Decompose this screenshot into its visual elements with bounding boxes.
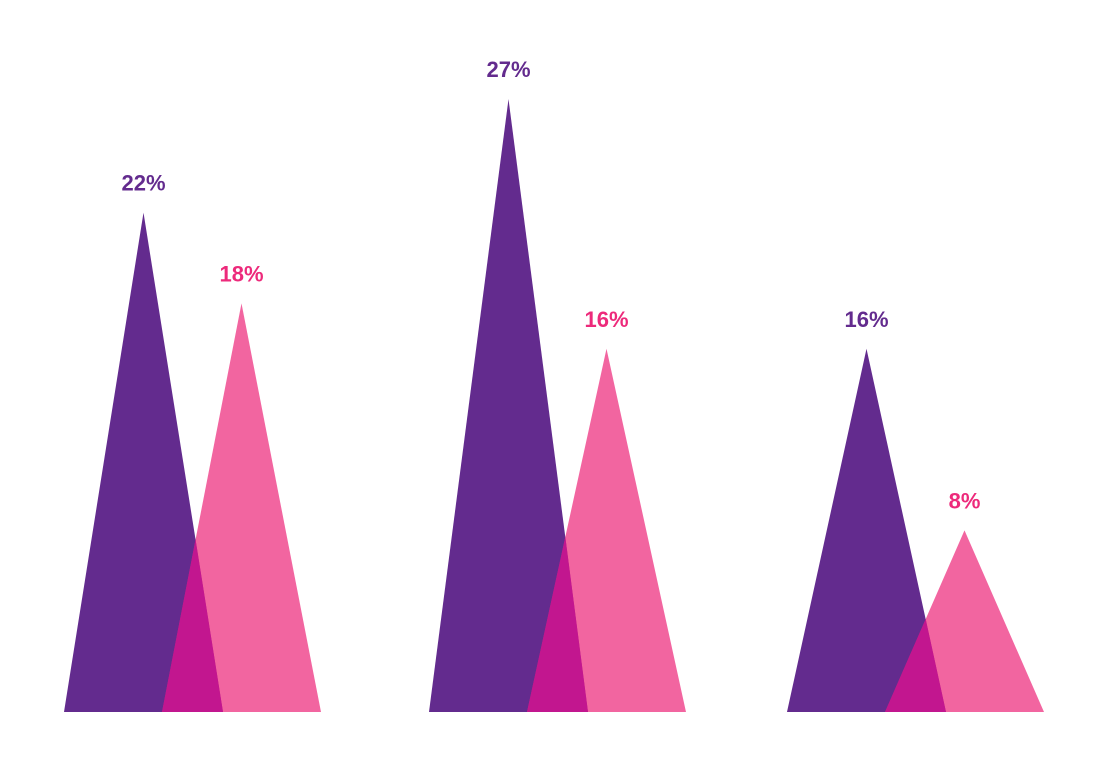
value-label-series2-group3: 8% [949, 488, 981, 513]
value-label-series1-group3: 16% [844, 307, 888, 332]
value-label-series1-group1: 22% [121, 171, 165, 196]
triangle-bar-series1-group2 [429, 99, 588, 713]
value-label-series1-group2: 27% [486, 57, 530, 82]
overlap-region-group2 [527, 537, 588, 712]
overlap-region-group3 [885, 619, 946, 712]
triangle-bar-series1-group3 [787, 348, 946, 712]
chart-value-labels: 22% 27% 16% 18% 16% 8% [121, 57, 980, 513]
overlap-region-group1 [162, 539, 223, 712]
chart-marks [64, 99, 1044, 713]
value-label-series2-group1: 18% [219, 261, 263, 286]
triangle-bar-series1-group1 [64, 212, 223, 712]
value-label-series2-group2: 16% [584, 307, 628, 332]
